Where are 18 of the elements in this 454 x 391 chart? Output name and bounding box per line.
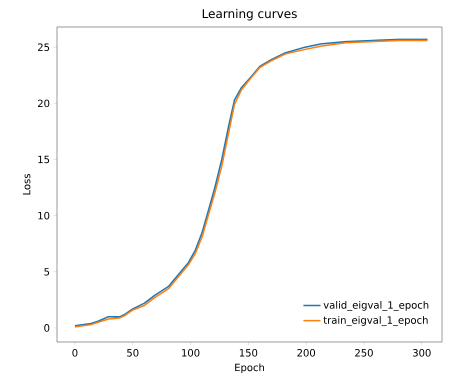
y-tick-label: 10: [38, 212, 50, 220]
y-tick-label: 15: [38, 156, 50, 164]
x-tick-label: 100: [182, 349, 200, 357]
x-tick-label: 200: [297, 349, 316, 357]
legend-label: valid_eigval_1_epoch: [324, 301, 428, 311]
x-tick-label: 300: [413, 349, 431, 357]
x-tick-label: 0: [72, 349, 78, 357]
y-tick-label: 5: [44, 268, 50, 276]
y-tick-label: 25: [38, 43, 50, 51]
x-tick-label: 250: [355, 349, 373, 357]
legend-label: train_eigval_1_epoch: [324, 316, 428, 326]
x-tick-label: 50: [127, 349, 138, 357]
y-axis-title: Loss: [22, 174, 30, 194]
y-tick-label: 20: [38, 100, 50, 108]
x-axis-title: Epoch: [235, 363, 264, 374]
chart-title: Learning curves: [202, 8, 297, 20]
y-tick-label: 0: [44, 324, 50, 332]
x-tick-label: 150: [240, 349, 258, 357]
